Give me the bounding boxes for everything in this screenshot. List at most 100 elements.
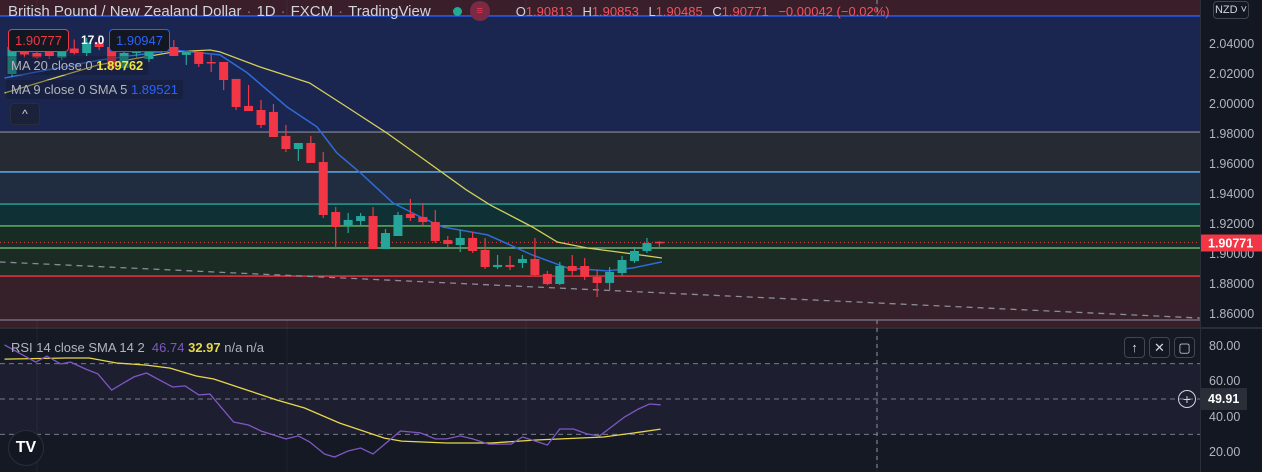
market-open-status-icon xyxy=(452,6,462,16)
candle-body xyxy=(455,237,465,245)
ma20-legend[interactable]: MA 20 close 0 1.89762 xyxy=(6,56,149,75)
trendline xyxy=(0,261,1200,319)
candle-body xyxy=(244,105,254,112)
price-tick: 2.04000 xyxy=(1209,36,1255,51)
candle-body xyxy=(517,258,527,263)
move-pane-up-button[interactable]: ↑ xyxy=(1124,337,1145,358)
candle-body xyxy=(493,264,503,268)
rsi-sma-value: 32.97 xyxy=(188,340,221,355)
candle xyxy=(318,151,328,218)
candle xyxy=(82,37,92,56)
candle-body xyxy=(107,46,117,68)
candle xyxy=(642,237,652,253)
candle-body xyxy=(281,135,291,149)
candle xyxy=(580,258,590,280)
candle-body xyxy=(219,61,229,80)
candle xyxy=(293,142,303,161)
candle-body xyxy=(119,52,129,68)
fib-zone xyxy=(0,171,1200,205)
fib-zone xyxy=(0,132,1200,172)
candle-body xyxy=(169,46,179,56)
candle xyxy=(393,211,403,236)
fib-zone xyxy=(0,204,1200,226)
candle-body xyxy=(181,51,191,55)
candle xyxy=(256,99,266,128)
candle-body xyxy=(32,52,42,58)
add-plus-icon[interactable]: + xyxy=(1178,390,1196,408)
fib-zone xyxy=(0,225,1200,248)
collapse-legend-button[interactable]: ^ xyxy=(10,103,40,125)
candle-body xyxy=(580,265,590,277)
fib-zone xyxy=(0,276,1200,320)
candle xyxy=(455,229,465,253)
candle-body xyxy=(44,51,54,56)
sell-button[interactable]: 1.90777 xyxy=(8,29,69,52)
price-change: −0.00042 (−0.02%) xyxy=(778,3,890,19)
candle-body xyxy=(405,213,415,218)
candle xyxy=(331,207,341,248)
candle-body xyxy=(630,250,639,262)
candle-body xyxy=(555,265,565,284)
candle xyxy=(244,84,254,112)
candle-body xyxy=(381,232,390,250)
candle xyxy=(617,255,627,277)
price-axis[interactable]: 20.00 40.00 60.00 80.00 1.86000 1.88000 1.9000… xyxy=(1200,0,1262,472)
maximize-pane-button[interactable]: ▢ xyxy=(1174,337,1195,358)
candle xyxy=(343,213,353,233)
candle-body xyxy=(231,78,241,107)
candle xyxy=(231,78,241,110)
candle xyxy=(405,198,415,221)
candle-body xyxy=(617,259,627,274)
price-tick: 1.88000 xyxy=(1209,276,1255,291)
candle-body xyxy=(331,211,341,227)
candle xyxy=(605,267,615,290)
candle xyxy=(119,49,129,71)
candle-body xyxy=(256,109,266,125)
candle xyxy=(480,237,490,269)
close-pane-button[interactable]: ✕ xyxy=(1149,337,1170,358)
candle-body xyxy=(306,142,316,163)
candle-body xyxy=(605,271,615,283)
candle xyxy=(654,241,664,247)
candle xyxy=(356,213,366,226)
candle-body xyxy=(356,216,366,221)
candle-body xyxy=(268,111,278,137)
candle xyxy=(542,270,552,286)
candle-body xyxy=(144,48,154,59)
candle xyxy=(368,207,378,250)
price-tick: 1.94000 xyxy=(1209,186,1255,201)
currency-selector[interactable]: NZD ˅ xyxy=(1213,1,1249,19)
rsi-tick: 80.00 xyxy=(1209,339,1241,353)
ma9-value: 1.89521 xyxy=(130,82,178,97)
buy-button[interactable]: 1.90947 xyxy=(109,29,170,52)
candle-body xyxy=(393,214,403,236)
symbol-name[interactable]: British Pound / New Zealand Dollar xyxy=(8,2,242,20)
rsi-tick: 20.00 xyxy=(1209,445,1241,460)
rsi-crosshair-tag: 49.91 xyxy=(1201,388,1247,410)
candle xyxy=(530,237,540,277)
candle-body xyxy=(94,42,104,47)
candle xyxy=(630,246,639,263)
rsi-legend[interactable]: RSI 14 close SMA 14 2 46.74 32.97 n/a n/… xyxy=(11,340,265,355)
tradingview-logo[interactable]: TV xyxy=(8,430,44,466)
rsi-line xyxy=(4,344,661,458)
candle xyxy=(94,34,104,50)
candle xyxy=(194,51,204,67)
candle xyxy=(517,255,527,268)
price-tick: 1.96000 xyxy=(1209,156,1255,171)
candle-body xyxy=(368,216,378,250)
candle-body xyxy=(430,222,440,241)
candle-body xyxy=(7,46,17,74)
ma9-legend[interactable]: MA 9 close 0 SMA 5 1.89521 xyxy=(6,80,183,99)
fib-zone xyxy=(0,15,1200,133)
candle xyxy=(219,61,229,91)
interval[interactable]: 1D xyxy=(256,2,276,20)
price-tick: 2.02000 xyxy=(1209,66,1255,81)
candle-body xyxy=(542,273,552,284)
chart-header: British Pound / New Zealand Dollar · 1D · … xyxy=(8,1,896,21)
delayed-data-icon[interactable]: ≡ xyxy=(469,1,490,21)
price-tick: 1.86000 xyxy=(1209,306,1255,321)
candle xyxy=(468,231,478,253)
candle xyxy=(181,51,191,65)
